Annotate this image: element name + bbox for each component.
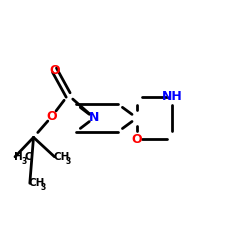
Text: CH: CH: [53, 152, 70, 162]
Text: H: H: [14, 152, 22, 162]
Text: 3: 3: [66, 156, 71, 166]
Text: C: C: [24, 152, 32, 162]
Text: O: O: [47, 110, 58, 123]
Text: 3: 3: [41, 183, 46, 192]
Text: O: O: [132, 133, 142, 146]
Text: O: O: [49, 64, 60, 77]
Text: CH: CH: [28, 178, 45, 188]
Text: 3: 3: [21, 156, 26, 166]
Text: NH: NH: [162, 90, 182, 103]
Text: N: N: [89, 112, 99, 124]
